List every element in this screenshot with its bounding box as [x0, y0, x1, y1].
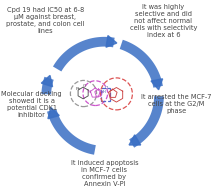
Polygon shape [48, 108, 59, 119]
Polygon shape [106, 36, 117, 47]
Polygon shape [129, 135, 141, 145]
Text: Cl: Cl [105, 86, 109, 90]
Text: It arrested the MCF-7
cells at the G2/M
phase: It arrested the MCF-7 cells at the G2/M … [141, 94, 212, 114]
Text: Ph: Ph [76, 87, 81, 91]
Text: It was highly
selective and did
not affect normal
cells with selectivity
index a: It was highly selective and did not affe… [130, 4, 197, 38]
Text: Cpd 19 had IC50 at 6-8
μM against breast,
prostate, and colon cell
lines: Cpd 19 had IC50 at 6-8 μM against breast… [6, 7, 85, 34]
Polygon shape [41, 75, 53, 87]
Text: Molecular docking
showed it is a
potential CDK1
inhibitor: Molecular docking showed it is a potenti… [1, 91, 62, 118]
Text: O: O [82, 84, 86, 88]
Text: N: N [88, 90, 91, 94]
Polygon shape [151, 79, 163, 90]
Text: NH: NH [100, 90, 106, 94]
Text: It induced apoptosis
in MCF-7 cells
confirmed by
Annexin V-PI: It induced apoptosis in MCF-7 cells conf… [71, 160, 138, 187]
